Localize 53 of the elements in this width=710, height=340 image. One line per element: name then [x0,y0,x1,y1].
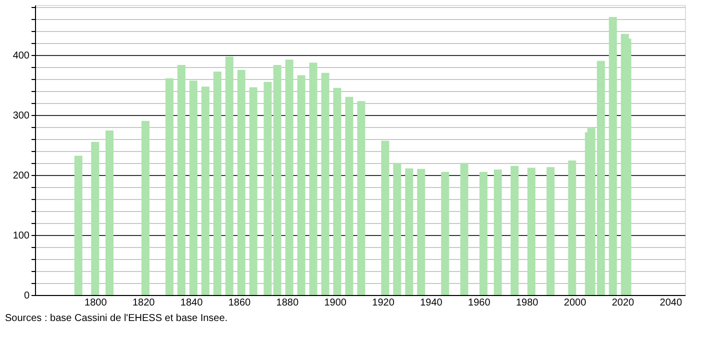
y-tick-label: 300 [12,110,30,122]
x-tick-label: 1860 [228,298,252,308]
bar [417,168,426,295]
bar [546,167,555,295]
bar [405,168,414,295]
bar [106,130,114,295]
bar [189,80,198,295]
bar [237,70,246,295]
x-tick-label: 1820 [132,298,156,308]
y-tick-label: 400 [12,50,30,62]
x-tick-label: 1960 [468,298,491,308]
bar [91,142,100,295]
bar [141,120,150,295]
x-tick-label: 1940 [420,298,443,308]
bar [527,168,536,295]
bar [309,62,318,295]
bar [568,160,576,295]
bar [74,156,82,295]
bar [177,65,186,295]
bar [321,72,330,295]
bar [381,140,390,295]
bar [225,56,234,295]
bar [345,96,354,295]
x-tick-label: 1800 [84,298,108,308]
y-tick-label: 0 [24,290,30,302]
x-tick-label: 2040 [660,298,682,308]
bar [297,75,306,295]
bar [608,17,617,295]
bar [460,162,468,295]
bar [333,88,342,295]
x-tick-label: 1920 [372,298,395,308]
bar [479,172,488,295]
y-tick-label: 100 [12,230,30,242]
x-tick-label: 2000 [564,298,587,308]
bar [441,172,450,295]
bar [494,170,502,295]
x-tick-label: 1900 [324,298,347,308]
bar [165,78,174,295]
bar [273,65,282,295]
bar [510,166,519,295]
x-tick-label: 1880 [276,298,299,308]
bar [249,87,258,295]
y-tick-label: 200 [12,170,30,182]
source-note: Sources : base Cassini de l'EHESS et base Insee. [5,313,228,324]
bar [285,60,294,295]
bar [213,72,222,295]
bar [393,162,402,295]
x-tick-label: 1980 [516,298,539,308]
x-tick-label: 1840 [180,298,204,308]
x-tick-label: 2020 [612,298,635,308]
bar [201,86,210,295]
bar [357,101,366,295]
bar [264,82,272,295]
